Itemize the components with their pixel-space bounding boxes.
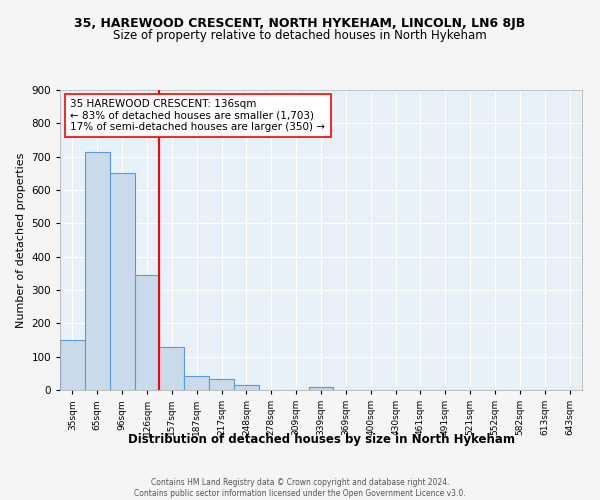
Text: Size of property relative to detached houses in North Hykeham: Size of property relative to detached ho…	[113, 29, 487, 42]
Bar	[209, 380, 234, 390]
Text: Distribution of detached houses by size in North Hykeham: Distribution of detached houses by size …	[128, 432, 515, 446]
Bar	[85, 152, 110, 390]
Text: 35 HAREWOOD CRESCENT: 136sqm
← 83% of detached houses are smaller (1,703)
17% of: 35 HAREWOOD CRESCENT: 136sqm ← 83% of de…	[70, 99, 325, 132]
Bar	[60, 340, 85, 390]
Bar	[160, 346, 184, 390]
Y-axis label: Number of detached properties: Number of detached properties	[16, 152, 26, 328]
Text: Contains HM Land Registry data © Crown copyright and database right 2024.
Contai: Contains HM Land Registry data © Crown c…	[134, 478, 466, 498]
Bar	[184, 376, 209, 390]
Bar	[308, 386, 334, 390]
Text: 35, HAREWOOD CRESCENT, NORTH HYKEHAM, LINCOLN, LN6 8JB: 35, HAREWOOD CRESCENT, NORTH HYKEHAM, LI…	[74, 18, 526, 30]
Bar	[110, 174, 134, 390]
Bar	[134, 275, 160, 390]
Bar	[234, 386, 259, 390]
